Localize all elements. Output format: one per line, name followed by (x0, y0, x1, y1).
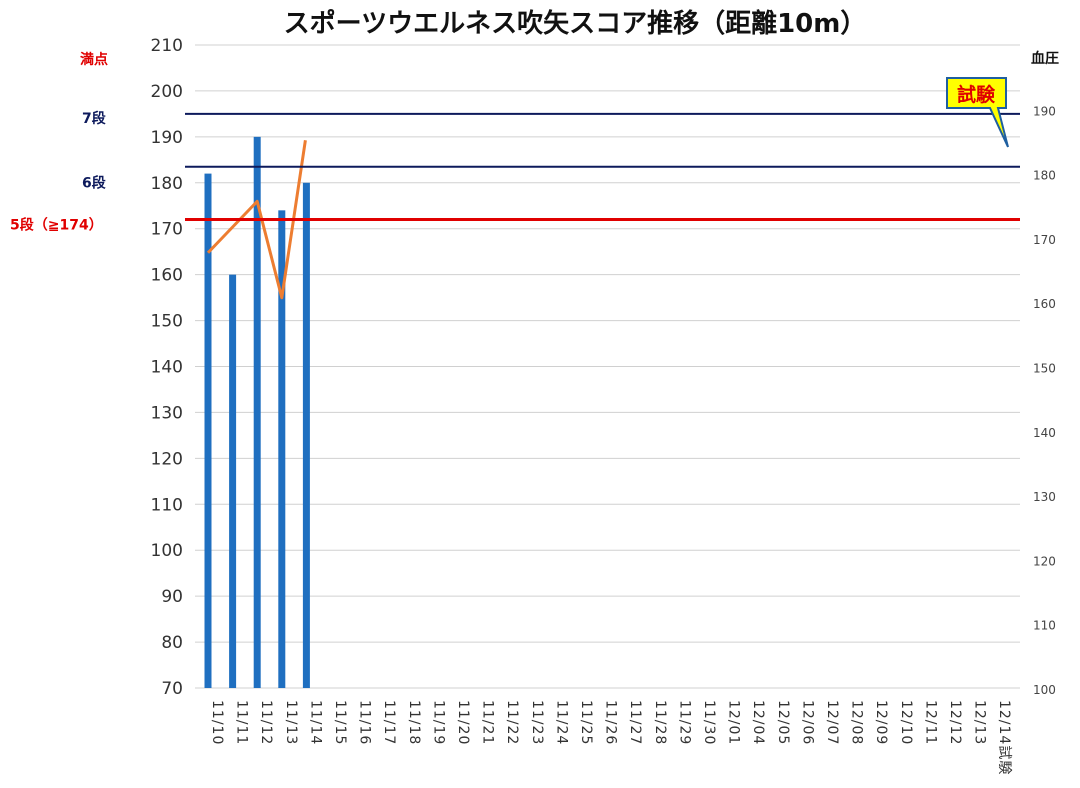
y-tick-label: 140 (151, 358, 183, 378)
x-tick-label: 12/07 (824, 700, 840, 745)
x-tick-label: 12/12 (947, 700, 963, 745)
callout-box (946, 77, 1009, 148)
y-tick-label: 210 (151, 36, 183, 56)
x-tick-label: 12/06 (799, 700, 815, 745)
y2-tick-label: 150 (1033, 362, 1056, 376)
x-tick-label: 12/04 (750, 700, 766, 745)
x-tick-label: 11/10 (209, 700, 225, 745)
y-tick-label: 90 (161, 587, 183, 607)
y-tick-label: 170 (151, 220, 183, 240)
reference-label: 満点 (80, 51, 108, 68)
x-tick-label: 12/11 (922, 700, 938, 745)
x-tick-label: 12/08 (849, 700, 865, 745)
reference-label: 6段 (82, 175, 106, 192)
y-tick-label: 100 (151, 541, 183, 561)
x-tick-label: 11/25 (578, 700, 594, 745)
y-tick-label: 110 (151, 495, 183, 515)
y2-tick-label: 120 (1033, 554, 1056, 568)
y2-tick-label: 100 (1033, 683, 1056, 697)
reference-label: 5段（≧174） (10, 217, 103, 234)
x-tick-label: 11/26 (603, 700, 619, 745)
x-tick-label: 12/09 (873, 700, 889, 745)
y-tick-label: 190 (151, 128, 183, 148)
y2-tick-label: 140 (1033, 426, 1056, 440)
y-tick-label: 70 (161, 679, 183, 699)
x-tick-label: 11/15 (332, 700, 348, 745)
x-tick-label: 11/28 (652, 700, 668, 745)
x-tick-label: 11/23 (529, 700, 545, 745)
y-tick-label: 200 (151, 82, 183, 102)
x-tick-label: 11/13 (283, 700, 299, 745)
x-tick-label: 11/24 (553, 700, 569, 745)
x-tick-label: 11/18 (406, 700, 422, 745)
x-tick-label: 11/27 (627, 700, 643, 745)
x-axis-ticks: 11/10 11/11 11/12 11/13 11/14 11/15 11/16 11/17… (209, 700, 1012, 775)
y2-tick-label: 160 (1033, 297, 1056, 311)
reference-lines: 満点 7段 6段 5段（≧174） (10, 51, 1020, 234)
x-tick-label: 11/21 (480, 700, 496, 745)
bar (302, 182, 310, 689)
x-tick-label: 11/16 (357, 700, 373, 745)
x-tick-label: 11/19 (430, 700, 446, 745)
y2-tick-label: 190 (1033, 104, 1056, 118)
y-tick-label: 180 (151, 174, 183, 194)
chart-title: スポーツウエルネス吹矢スコア推移（距離10m） (284, 8, 867, 39)
x-tick-label: 11/11 (234, 700, 250, 745)
y-tick-label: 150 (151, 312, 183, 332)
x-tick-label: 11/17 (381, 700, 397, 745)
test-callout: 試験 (946, 77, 1009, 148)
y-tick-label: 80 (161, 633, 183, 653)
y-tick-label: 130 (151, 403, 183, 423)
y2-axis-ticks: 100 110 120 130 140 150 160 170 180 190 (1033, 104, 1056, 697)
y2-tick-label: 110 (1033, 619, 1056, 633)
bar (278, 210, 286, 689)
bar-series (204, 136, 310, 689)
y-axis-ticks: 70 80 90 100 110 120 130 140 150 160 170 180 190 200 2… (151, 36, 183, 699)
y2-tick-label: 130 (1033, 490, 1056, 504)
callout-label: 試験 (957, 83, 996, 106)
x-tick-label: 11/30 (701, 700, 717, 745)
x-tick-label: 12/13 (972, 700, 988, 745)
bar (229, 274, 237, 688)
x-tick-label: 12/14試験 (996, 700, 1012, 775)
y2-tick-label: 180 (1033, 169, 1056, 183)
x-tick-label: 11/29 (676, 700, 692, 745)
x-tick-label: 12/01 (726, 700, 742, 745)
y2-axis-label: 血圧 (1031, 50, 1059, 67)
gridlines (195, 44, 1020, 689)
y-tick-label: 120 (151, 449, 183, 469)
x-tick-label: 11/14 (307, 700, 323, 745)
reference-label: 7段 (82, 110, 106, 127)
x-tick-label: 11/20 (455, 700, 471, 745)
x-tick-label: 12/10 (898, 700, 914, 745)
y-tick-label: 160 (151, 266, 183, 286)
bar (204, 173, 212, 689)
x-tick-label: 11/22 (504, 700, 520, 745)
bar (253, 136, 261, 688)
y2-tick-label: 170 (1033, 233, 1056, 247)
x-tick-label: 12/05 (775, 700, 791, 745)
x-tick-label: 11/12 (258, 700, 274, 745)
